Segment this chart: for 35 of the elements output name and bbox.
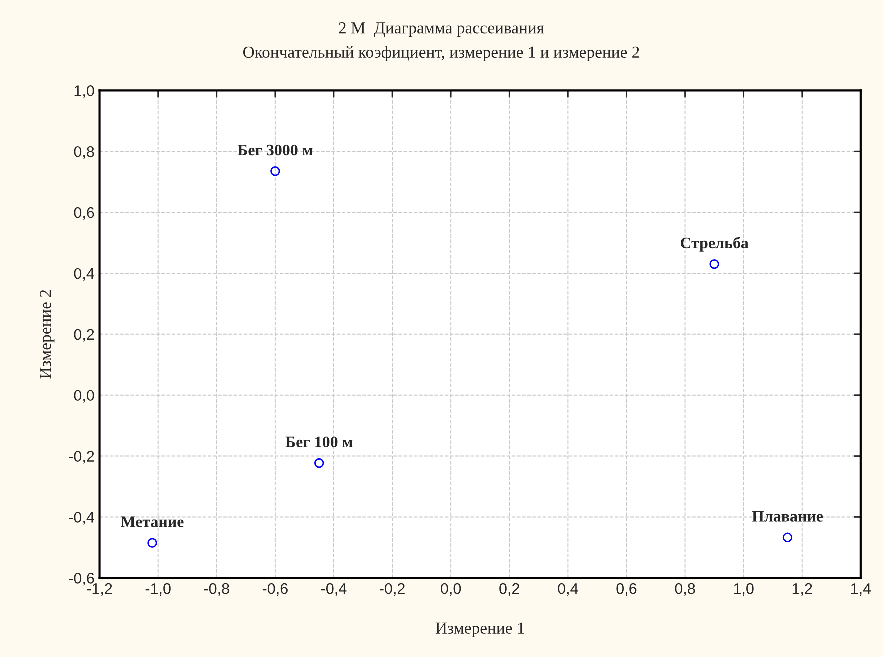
y-tick-label: -0,2 [69, 451, 94, 464]
x-tick-label: 1,0 [734, 583, 754, 596]
x-tick-label: -1,0 [146, 583, 171, 596]
annotation: Метание [121, 516, 184, 528]
y-axis-title: Измерение 2 [40, 290, 55, 379]
chart-title: 2 М Диаграмма рассеивания [339, 22, 544, 38]
x-tick-label: -0,6 [262, 583, 288, 596]
x-tick-label: 0,0 [441, 583, 462, 596]
point [148, 538, 158, 548]
x-tick-label: 0,4 [558, 583, 578, 596]
y-tick-label: 0,0 [74, 390, 94, 403]
point [270, 166, 280, 176]
y-tick-label: 1,0 [74, 86, 94, 98]
x-tick-label: 1,4 [851, 584, 872, 596]
y-tick-label: 0,8 [74, 146, 94, 160]
x-tick-label: 0,6 [616, 583, 637, 596]
annotation: Плавание [752, 511, 824, 522]
point [710, 259, 720, 270]
x-tick-label: 0,2 [500, 583, 520, 596]
annotation: Стрельба [680, 237, 749, 252]
x-tick-label: -0,2 [380, 583, 405, 596]
y-tick-label: 0,6 [74, 207, 94, 220]
annotation: Бег 3000 м [238, 144, 313, 156]
y-tick-label: 0,2 [74, 329, 94, 342]
x-axis-title: Измерение 1 [436, 622, 524, 638]
x-tick-label: 0,8 [675, 583, 696, 596]
chart-subtitle: Окончательный коэфициент, измерение 1 и измерение 2 [243, 46, 640, 62]
x-tick-label: -0,8 [204, 583, 230, 596]
y-tick-label: -0,4 [69, 512, 94, 525]
annotation: Бег 100 м [286, 436, 353, 448]
point [314, 458, 324, 468]
x-tick-label: -0,4 [321, 583, 347, 596]
y-tick-label: 0,4 [74, 268, 94, 281]
point [782, 532, 793, 542]
x-tick-label: 1,2 [792, 583, 812, 596]
